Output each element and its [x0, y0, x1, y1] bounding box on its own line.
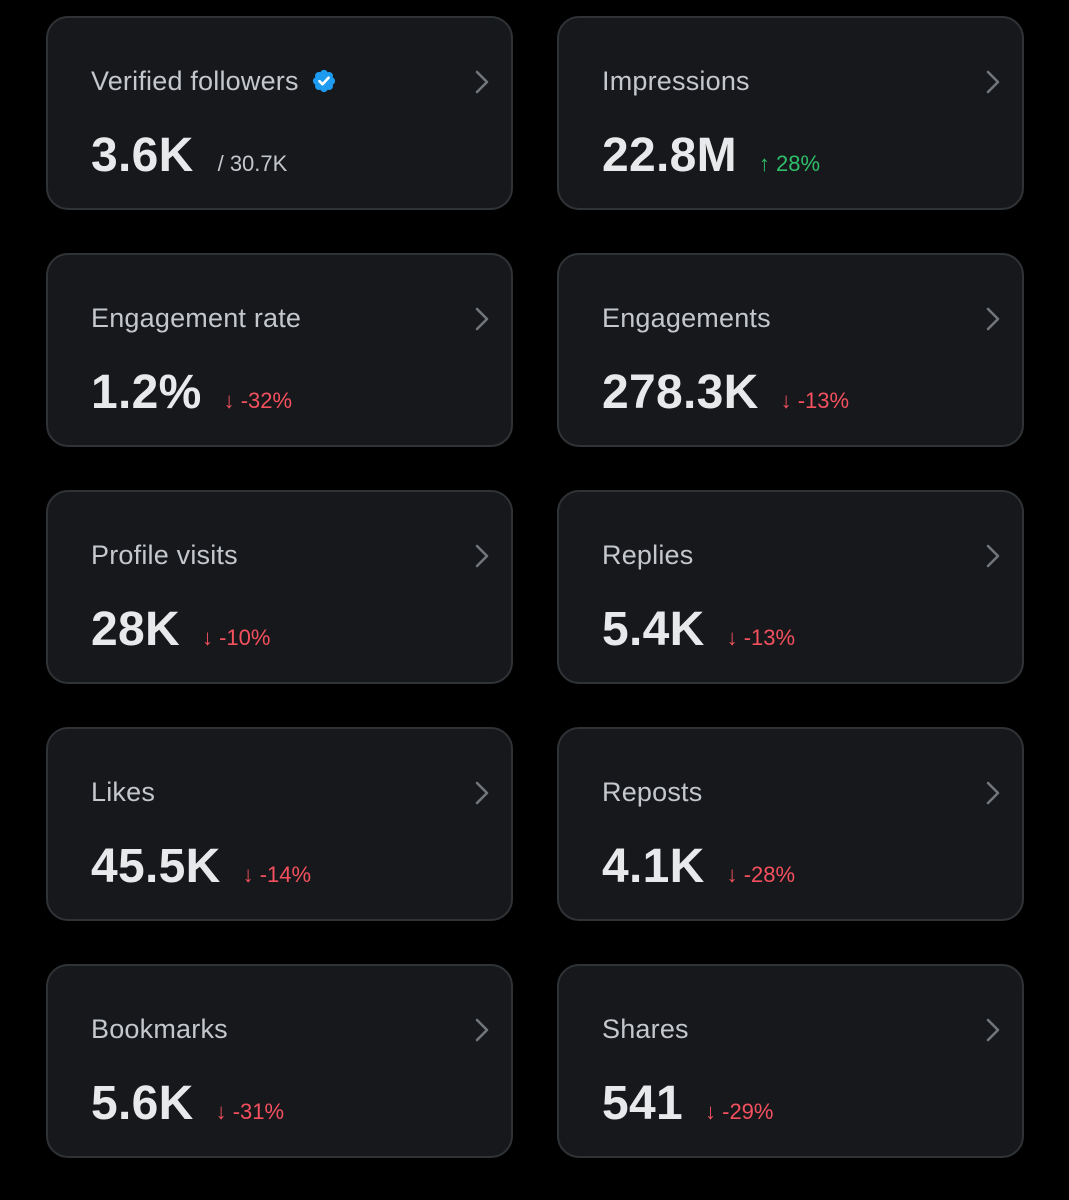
- metric-label: Engagement rate: [91, 302, 302, 333]
- metric-label: Profile visits: [91, 539, 238, 570]
- metric-value: 5.6K: [91, 1077, 194, 1130]
- chevron-right-icon: [986, 1018, 1000, 1042]
- metric-change-down: ↓ -13%: [780, 388, 850, 413]
- chevron-right-icon: [475, 781, 489, 805]
- metric-card-bookmarks[interactable]: Bookmarks 5.6K ↓ -31%: [46, 964, 513, 1158]
- metric-label: Impressions: [602, 65, 750, 96]
- chevron-right-icon: [986, 70, 1000, 94]
- verified-badge-icon: [312, 69, 335, 93]
- chevron-right-icon: [986, 307, 1000, 331]
- metric-value: 4.1K: [602, 840, 705, 893]
- metric-label: Shares: [602, 1013, 689, 1044]
- metric-card-likes[interactable]: Likes 45.5K ↓ -14%: [46, 727, 513, 921]
- metric-change-down: ↓ -31%: [215, 1099, 285, 1124]
- metric-change-up: ↑ 28%: [758, 151, 821, 176]
- metric-value: 22.8M: [602, 129, 737, 182]
- metric-label: Likes: [91, 776, 156, 807]
- metric-card-profile-visits[interactable]: Profile visits 28K ↓ -10%: [46, 490, 513, 684]
- metric-card-engagement-rate[interactable]: Engagement rate 1.2% ↓ -32%: [46, 253, 513, 447]
- metric-value: 3.6K: [91, 129, 194, 182]
- chevron-right-icon: [986, 781, 1000, 805]
- metric-label: Verified followers: [91, 65, 299, 96]
- metric-label: Engagements: [602, 302, 771, 333]
- metric-change-down: ↓ -14%: [242, 862, 312, 887]
- chevron-right-icon: [475, 544, 489, 568]
- metric-change-down: ↓ -29%: [705, 1099, 774, 1124]
- metric-change-down: ↓ -32%: [223, 388, 293, 413]
- metric-change-down: ↓ -10%: [201, 625, 271, 650]
- metric-total: / 30.7K: [217, 151, 288, 176]
- metric-card-impressions[interactable]: Impressions 22.8M ↑ 28%: [557, 16, 1024, 210]
- metric-value: 5.4K: [602, 603, 705, 656]
- metric-value: 541: [602, 1077, 683, 1130]
- chevron-right-icon: [475, 307, 489, 331]
- metric-card-replies[interactable]: Replies 5.4K ↓ -13%: [557, 490, 1024, 684]
- metric-label: Reposts: [602, 776, 703, 807]
- metric-card-shares[interactable]: Shares 541 ↓ -29%: [557, 964, 1024, 1158]
- chevron-right-icon: [986, 544, 1000, 568]
- metric-label: Bookmarks: [91, 1013, 228, 1044]
- metric-value: 1.2%: [91, 366, 202, 419]
- metric-card-engagements[interactable]: Engagements 278.3K ↓ -13%: [557, 253, 1024, 447]
- metric-change-down: ↓ -13%: [726, 625, 796, 650]
- chevron-right-icon: [475, 70, 489, 94]
- metric-label: Replies: [602, 539, 694, 570]
- metric-card-reposts[interactable]: Reposts 4.1K ↓ -28%: [557, 727, 1024, 921]
- metric-value: 28K: [91, 603, 180, 656]
- metric-card-verified-followers[interactable]: Verified followers 3.6K / 30.7K: [46, 16, 513, 210]
- analytics-metrics-grid: Verified followers 3.6K / 30.7K Impressi…: [46, 16, 1024, 1158]
- metric-change-down: ↓ -28%: [726, 862, 796, 887]
- chevron-right-icon: [475, 1018, 489, 1042]
- metric-value: 278.3K: [602, 366, 759, 419]
- metric-value: 45.5K: [91, 840, 221, 893]
